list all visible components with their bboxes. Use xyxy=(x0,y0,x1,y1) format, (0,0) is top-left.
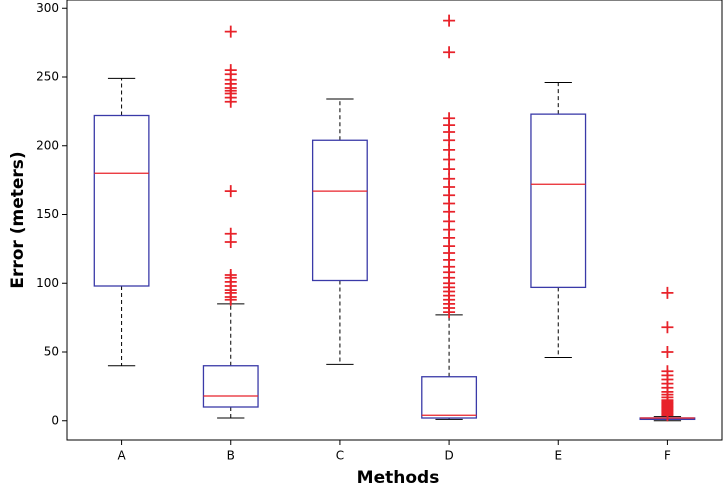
outlier xyxy=(224,227,237,240)
x-tick-label: B xyxy=(227,449,235,463)
x-tick-label: D xyxy=(444,449,453,463)
box xyxy=(530,113,587,289)
box xyxy=(93,114,150,287)
outlier xyxy=(661,321,674,334)
outlier xyxy=(443,14,456,27)
x-tick-label: A xyxy=(117,449,126,463)
x-tick-label: F xyxy=(664,449,671,463)
box xyxy=(311,139,368,282)
y-tick-label: 50 xyxy=(44,345,59,359)
outlier xyxy=(661,286,674,299)
plot-frame xyxy=(66,0,723,441)
x-tick-label: E xyxy=(554,449,562,463)
outlier xyxy=(224,25,237,38)
y-tick-label: 200 xyxy=(36,138,59,152)
y-tick-label: 0 xyxy=(51,413,59,427)
box xyxy=(202,365,259,408)
y-axis-title: Error (meters) xyxy=(8,151,28,288)
outlier xyxy=(443,46,456,59)
y-tick-label: 150 xyxy=(36,207,59,221)
outlier xyxy=(224,64,237,77)
y-tick-label: 250 xyxy=(36,70,59,84)
x-tick-label: C xyxy=(336,449,344,463)
y-tick-label: 300 xyxy=(36,1,59,15)
outlier xyxy=(224,185,237,198)
outlier xyxy=(224,269,237,281)
outlier xyxy=(661,346,674,358)
y-tick-label: 100 xyxy=(36,276,59,290)
box xyxy=(421,376,478,419)
outlier xyxy=(443,112,456,125)
outlier xyxy=(661,365,674,378)
x-axis-title: Methods xyxy=(357,468,440,488)
